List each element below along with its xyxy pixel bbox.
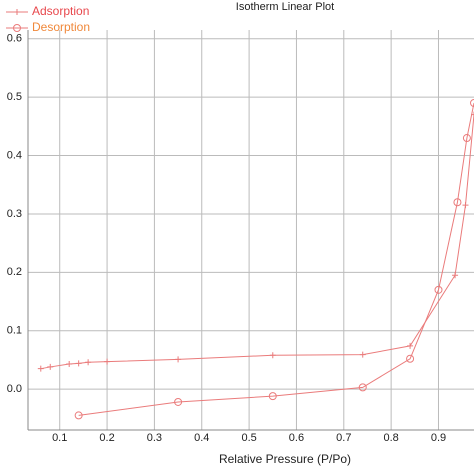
marker — [85, 359, 92, 366]
marker — [462, 134, 471, 143]
legend-label: Adsorption — [32, 4, 89, 18]
x-tick-label: 0.2 — [99, 432, 114, 444]
x-tick-label: 0.5 — [241, 432, 256, 444]
marker — [407, 342, 414, 349]
marker — [470, 98, 474, 107]
marker — [37, 365, 44, 372]
y-tick-label: 0.5 — [7, 91, 22, 103]
x-tick-label: 0.6 — [289, 432, 304, 444]
marker — [268, 392, 277, 401]
x-tick-label: 0.3 — [147, 432, 162, 444]
x-tick-label: 0.7 — [336, 432, 351, 444]
marker — [174, 397, 183, 406]
marker — [75, 360, 82, 367]
marker — [47, 363, 54, 370]
y-tick-label: 0.4 — [7, 149, 22, 161]
marker — [175, 356, 182, 363]
marker — [66, 361, 73, 368]
marker — [434, 285, 443, 294]
x-tick-label: 0.1 — [52, 432, 67, 444]
marker — [462, 202, 469, 209]
legend-label: Desorption — [32, 20, 90, 34]
y-tick-label: 0.6 — [7, 33, 22, 45]
marker — [453, 198, 462, 207]
x-tick-label: 0.4 — [194, 432, 209, 444]
marker — [74, 411, 83, 420]
chart-title: Isotherm Linear Plot — [236, 1, 334, 13]
legend-marker — [14, 9, 20, 15]
marker — [269, 352, 276, 359]
series-line — [78, 102, 474, 416]
marker — [104, 358, 111, 365]
x-tick-label: 0.8 — [383, 432, 398, 444]
y-tick-label: 0.0 — [7, 383, 22, 395]
marker — [358, 383, 367, 392]
y-tick-label: 0.1 — [7, 325, 22, 337]
legend-marker — [13, 24, 21, 32]
marker — [359, 351, 366, 358]
marker — [452, 272, 459, 279]
x-tick-label: 0.9 — [431, 432, 446, 444]
y-tick-label: 0.3 — [7, 208, 22, 220]
y-tick-label: 0.2 — [7, 266, 22, 278]
marker — [406, 354, 415, 363]
x-axis-label: Relative Pressure (P/Po) — [219, 452, 351, 466]
